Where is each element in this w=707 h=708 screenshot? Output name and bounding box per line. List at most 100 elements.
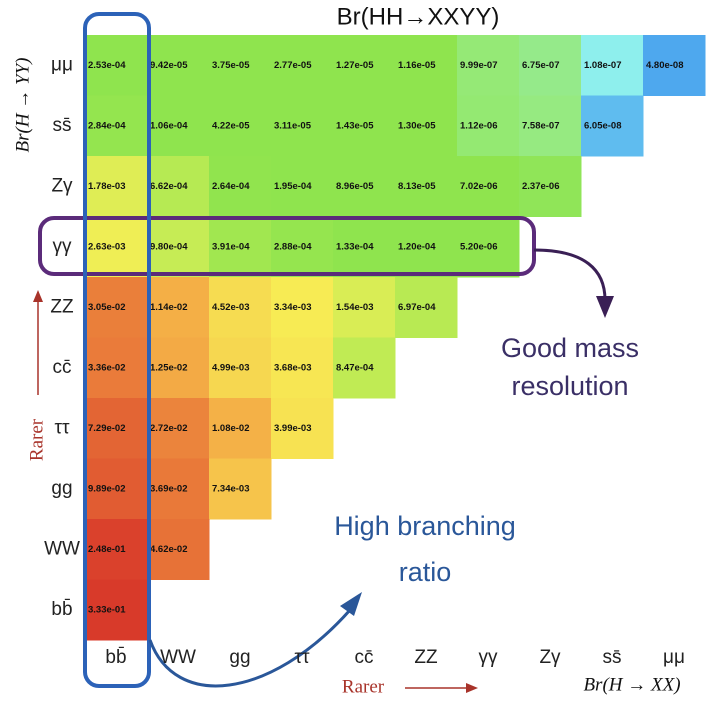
y-tick-label: cc̄ xyxy=(53,357,72,378)
arrowhead xyxy=(466,683,478,693)
cell xyxy=(519,35,582,96)
cell-label: 3.69e-02 xyxy=(150,483,188,494)
cell-label: 1.08e-07 xyxy=(584,60,622,71)
x-tick-label: WW xyxy=(160,647,196,668)
cell xyxy=(581,35,644,96)
chart-title: Br(HH→XXYY) xyxy=(337,3,500,30)
y-tick-label: WW xyxy=(44,538,80,559)
cell xyxy=(271,216,334,278)
heatmap: 2.53e-04 9.42e-05 3.75e-05 2.77e-05 1.27e-05… xyxy=(85,35,706,641)
cell xyxy=(85,579,148,641)
y-tick-label: γγ xyxy=(53,236,73,257)
x-tick-label: ss̄ xyxy=(603,647,622,668)
x-tick-label: γγ xyxy=(479,647,499,668)
cell-label: 4.52e-03 xyxy=(212,302,250,313)
cell xyxy=(209,458,272,520)
cell-label: 9.42e-05 xyxy=(150,60,188,71)
y-tick-label: Zγ xyxy=(51,175,73,196)
cell-label: 8.13e-05 xyxy=(398,181,436,192)
cell xyxy=(209,95,272,157)
annotation: resolution xyxy=(511,371,628,401)
cell-label: 7.34e-03 xyxy=(212,483,250,494)
cell-label: 3.99e-03 xyxy=(274,423,312,434)
cell-label: 2.84e-04 xyxy=(88,120,126,131)
rarer-x: Rarer xyxy=(342,676,385,697)
cell xyxy=(271,277,334,338)
annotation: High branching xyxy=(334,511,516,541)
cell-label: 4.22e-05 xyxy=(212,120,250,131)
cell-label: 3.36e-02 xyxy=(88,362,126,373)
cell xyxy=(147,35,210,96)
cell-label: 2.48e-01 xyxy=(88,544,126,555)
cell xyxy=(395,216,458,278)
cell xyxy=(85,519,148,580)
cell-label: 1.14e-02 xyxy=(150,302,188,313)
cell xyxy=(333,95,396,157)
cell xyxy=(85,156,148,217)
cell-label: 3.05e-02 xyxy=(88,302,126,313)
cell xyxy=(85,337,148,399)
cell xyxy=(271,35,334,96)
cell xyxy=(209,35,272,96)
y-tick-label: ττ xyxy=(54,417,70,438)
cell xyxy=(395,95,458,157)
cell xyxy=(333,337,396,399)
cell xyxy=(519,95,582,157)
cell xyxy=(457,216,520,278)
cell-label: 3.11e-05 xyxy=(274,120,312,131)
cell xyxy=(581,95,644,157)
x-tick-label: bb̄ xyxy=(105,647,126,668)
cell xyxy=(85,35,148,96)
cell-label: 6.05e-08 xyxy=(584,120,622,131)
cell-label: 1.12e-06 xyxy=(460,120,498,131)
cell xyxy=(147,458,210,520)
x-axis-label: Br(H → XX) xyxy=(583,674,680,695)
highlight-row xyxy=(38,216,536,276)
cell-label: 1.16e-05 xyxy=(398,60,436,71)
cell xyxy=(147,519,210,580)
cell-label: 9.80e-04 xyxy=(150,241,188,252)
cell-label: 4.99e-03 xyxy=(212,362,250,373)
arrowhead xyxy=(596,296,614,318)
cell xyxy=(271,156,334,217)
x-tick-label: ZZ xyxy=(414,647,438,668)
cell xyxy=(209,216,272,278)
cell xyxy=(457,156,520,217)
x-tick-label: Zγ xyxy=(539,647,561,668)
cell-label: 2.77e-05 xyxy=(274,60,312,71)
cell-label: 8.96e-05 xyxy=(336,181,374,192)
cell xyxy=(85,277,148,338)
cell xyxy=(147,398,210,459)
cell xyxy=(333,156,396,217)
cell-label: 2.37e-06 xyxy=(522,181,560,192)
cell-label: 4.80e-08 xyxy=(646,60,684,71)
x-tick-label: gg xyxy=(229,647,250,668)
cell xyxy=(147,95,210,157)
cell-label: 8.47e-04 xyxy=(336,362,374,373)
x-tick-label: ττ xyxy=(294,647,310,668)
cell xyxy=(519,156,582,217)
cell xyxy=(209,398,272,459)
cell xyxy=(457,35,520,96)
cell-label: 3.33e-01 xyxy=(88,604,126,615)
cell xyxy=(333,277,396,338)
arrowhead xyxy=(33,290,43,302)
cell-label: 1.20e-04 xyxy=(398,241,436,252)
annotation: ratio xyxy=(399,557,452,587)
cell-label: 1.78e-03 xyxy=(88,181,126,192)
y-tick-label: gg xyxy=(51,478,72,499)
cell-label: 2.72e-02 xyxy=(150,423,188,434)
cell-label: 1.43e-05 xyxy=(336,120,374,131)
cell xyxy=(85,216,148,278)
cell-label: 1.27e-05 xyxy=(336,60,374,71)
cell-label: 5.20e-06 xyxy=(460,241,498,252)
cell-label: 9.99e-07 xyxy=(460,60,498,71)
arrowhead xyxy=(340,592,362,616)
cell xyxy=(147,277,210,338)
cell xyxy=(395,35,458,96)
cell xyxy=(147,337,210,399)
cell-label: 7.02e-06 xyxy=(460,181,498,192)
x-tick-label: μμ xyxy=(663,647,685,668)
cell xyxy=(333,216,396,278)
cell xyxy=(333,35,396,96)
